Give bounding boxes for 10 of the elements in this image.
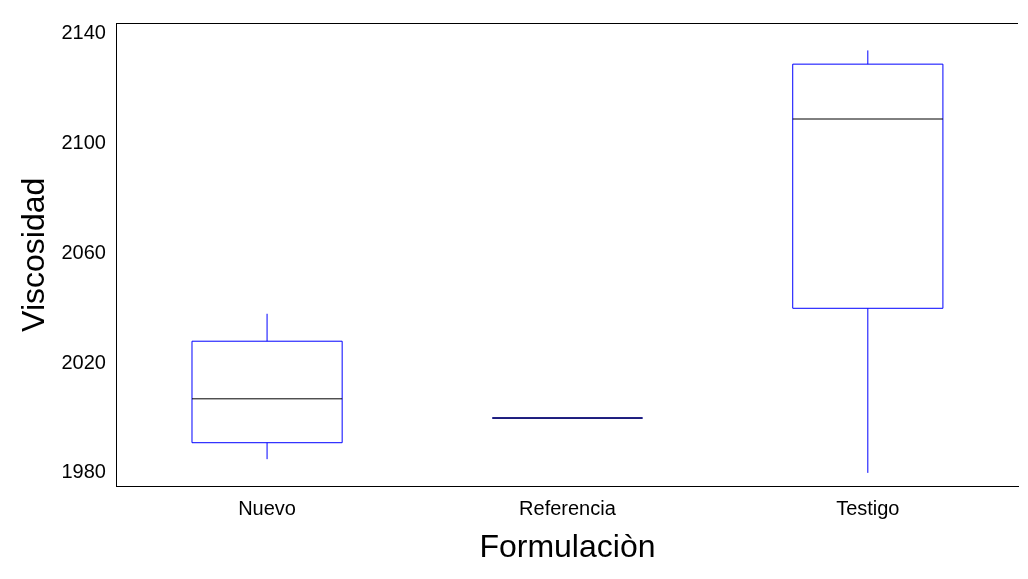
x-tick-label: Testigo <box>836 497 900 520</box>
x-axis-title: Formulaciòn <box>479 527 656 564</box>
x-tick-label: Nuevo <box>238 497 296 520</box>
y-axis-title: Viscosidad <box>15 177 52 332</box>
x-tick-label: Referencia <box>519 497 617 520</box>
y-tick-label: 2100 <box>61 131 106 154</box>
y-tick-label: 2140 <box>61 21 106 44</box>
y-tick-label: 2020 <box>61 350 106 373</box>
y-tick-label: 2060 <box>61 240 106 263</box>
y-tick-label: 1980 <box>61 460 106 483</box>
